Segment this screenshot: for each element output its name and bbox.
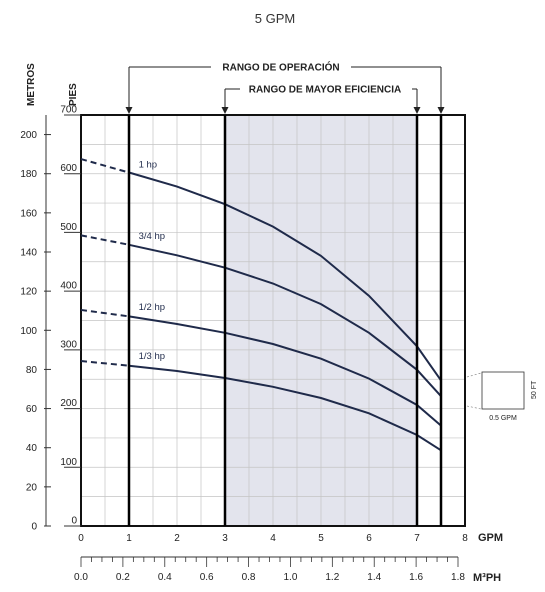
feet-tick-label: 500 xyxy=(60,222,77,233)
operating-range-label-bg xyxy=(211,59,351,75)
curve-extrapolation xyxy=(80,360,130,367)
x-axis-unit-label: GPM xyxy=(478,532,503,544)
feet-tick-label: 100 xyxy=(60,457,77,468)
y-left-axis-label: METROS xyxy=(26,63,37,106)
operating-range-label: RANGO DE OPERACIÓN xyxy=(222,61,339,74)
curve-extrapolation xyxy=(80,308,130,318)
operating-range-arrow-head xyxy=(437,107,445,114)
range-markers: RANGO DE OPERACIÓN RANGO DE MAYOR EFICIEN… xyxy=(125,59,445,526)
feet-tick-label: 700 xyxy=(60,105,77,116)
scale-key-horizontal-label: 0.5 GPM xyxy=(489,415,517,422)
meters-tick-label: 120 xyxy=(20,287,37,298)
curve-label: 1/3 hp xyxy=(139,351,165,362)
efficiency-range-arrow-head xyxy=(221,107,229,114)
gpm-tick-label: 8 xyxy=(462,533,468,544)
efficiency-range-arrow-head xyxy=(413,107,421,114)
gpm-tick-label: 0 xyxy=(78,533,84,544)
operating-range-arrow-head xyxy=(125,107,133,114)
m3ph-tick-label: 1.0 xyxy=(283,572,297,583)
m3ph-tick-label: 0.8 xyxy=(242,572,256,583)
efficiency-range-label: RANGO DE MAYOR EFICIENCIA xyxy=(249,85,401,96)
feet-tick-label: 200 xyxy=(60,398,77,409)
meters-tick-label: 40 xyxy=(26,443,38,454)
gpm-tick-label: 4 xyxy=(270,533,276,544)
meters-tick-label: 180 xyxy=(20,169,37,180)
curve-line xyxy=(128,315,442,427)
curve-label: 3/4 hp xyxy=(139,231,165,242)
efficiency-range-label-bg xyxy=(240,81,412,97)
gpm-axis: 0 1 2 3 4 5 6 7 8 xyxy=(78,533,468,544)
feet-tick-label: 600 xyxy=(60,163,77,174)
curve-line xyxy=(128,243,442,397)
m3ph-tick-label: 0.4 xyxy=(158,572,172,583)
gpm-tick-label: 6 xyxy=(366,533,372,544)
gpm-tick-label: 2 xyxy=(174,533,180,544)
meters-tick-label: 0 xyxy=(31,522,37,533)
scale-key-box xyxy=(481,371,525,410)
chart-title: 5 GPM xyxy=(255,11,295,26)
curve-extrapolation xyxy=(80,234,130,246)
scale-key-guide-top xyxy=(466,372,482,378)
meters-tick-label: 80 xyxy=(26,365,38,376)
meters-tick-label: 20 xyxy=(26,482,38,493)
feet-axis: 0 100 200 300 400 500 600 700 xyxy=(60,105,81,527)
m3ph-tick-label: 0.2 xyxy=(116,572,130,583)
gpm-tick-label: 3 xyxy=(222,533,228,544)
m3ph-tick-label: 1.6 xyxy=(409,572,423,583)
pump-curves: 1 hp 3/4 hp 1/2 hp 1/3 hp xyxy=(80,158,442,452)
meters-tick-label: 60 xyxy=(26,404,38,415)
feet-tick-label: 400 xyxy=(60,281,77,292)
curve-line xyxy=(128,364,442,452)
feet-tick-label: 0 xyxy=(71,516,77,527)
curve-line xyxy=(128,171,442,381)
m3ph-tick-label: 1.4 xyxy=(367,572,381,583)
m3ph-tick-label: 1.8 xyxy=(451,572,465,583)
gpm-tick-label: 1 xyxy=(126,533,132,544)
meters-tick-label: 100 xyxy=(20,326,37,337)
m3ph-axis: 0.0 0.2 0.4 0.6 0.8 1.0 1.2 1.4 1.6 1.8 xyxy=(74,556,465,583)
feet-tick-label: 300 xyxy=(60,339,77,350)
meters-axis: 0 20 40 60 80 100 120 140 160 180 200 xyxy=(20,115,51,533)
plot-frame xyxy=(80,114,466,527)
scale-key-guide-bottom xyxy=(466,405,482,410)
meters-tick-label: 200 xyxy=(20,130,37,141)
meters-tick-label: 160 xyxy=(20,208,37,219)
curve-label: 1/2 hp xyxy=(139,302,165,313)
gpm-tick-label: 5 xyxy=(318,533,324,544)
scale-key: 50 FT 0.5 GPM xyxy=(466,371,538,422)
m3ph-tick-label: 0.0 xyxy=(74,572,88,583)
scale-key-vertical-label: 50 FT xyxy=(531,380,538,399)
m3ph-tick-label: 0.6 xyxy=(200,572,214,583)
meters-tick-label: 140 xyxy=(20,248,37,259)
curve-label: 1 hp xyxy=(139,159,158,170)
x-alt-axis-unit-label: M³PH xyxy=(473,572,501,584)
y-right-axis-label: PIES xyxy=(68,83,79,106)
m3ph-tick-label: 1.2 xyxy=(325,572,339,583)
curve-extrapolation xyxy=(80,158,130,174)
gpm-tick-label: 7 xyxy=(414,533,420,544)
